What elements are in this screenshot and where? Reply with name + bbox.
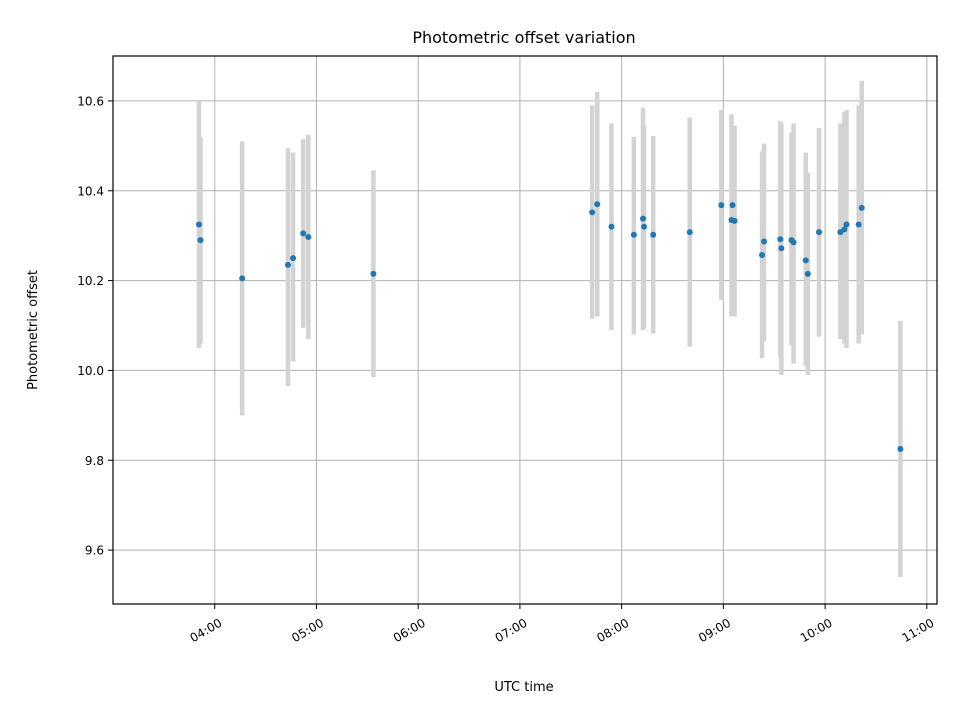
data-point bbox=[761, 238, 768, 245]
y-tick-label: 9.6 bbox=[85, 544, 104, 558]
y-axis: 9.6 9.8 10.0 10.2 10.4 10.6 bbox=[77, 94, 113, 558]
data-point bbox=[290, 255, 297, 262]
y-tick-label: 10.4 bbox=[77, 184, 104, 198]
data-point bbox=[718, 202, 725, 209]
data-point bbox=[759, 251, 766, 258]
data-point bbox=[841, 226, 848, 233]
data-point bbox=[305, 234, 312, 241]
y-axis-label: Photometric offset bbox=[26, 270, 41, 390]
data-points bbox=[195, 201, 904, 453]
data-point bbox=[589, 209, 596, 216]
y-tick-label: 10.2 bbox=[77, 274, 104, 288]
data-point bbox=[630, 231, 637, 238]
y-tick-label: 10.6 bbox=[77, 94, 104, 108]
data-point bbox=[594, 201, 601, 208]
data-point bbox=[370, 270, 377, 277]
data-point bbox=[195, 221, 202, 228]
data-point bbox=[777, 236, 784, 243]
data-point bbox=[197, 237, 204, 244]
data-point bbox=[729, 202, 736, 209]
data-point bbox=[640, 215, 647, 222]
data-point bbox=[802, 257, 809, 264]
axes-frame bbox=[112, 55, 938, 605]
data-point bbox=[686, 229, 693, 236]
data-point bbox=[804, 270, 811, 277]
data-point bbox=[641, 223, 648, 230]
grid bbox=[113, 56, 937, 604]
data-point bbox=[778, 245, 785, 252]
y-tick-label: 10.0 bbox=[77, 364, 104, 378]
plot-area bbox=[113, 56, 937, 604]
x-axis-label: UTC time bbox=[494, 680, 553, 695]
y-tick-label: 9.8 bbox=[85, 454, 104, 468]
data-point bbox=[843, 221, 850, 228]
data-point bbox=[650, 231, 657, 238]
data-point bbox=[284, 261, 291, 268]
data-point bbox=[897, 446, 904, 453]
data-point bbox=[815, 229, 822, 236]
chart-title: Photometric offset variation bbox=[412, 28, 635, 47]
data-point bbox=[855, 221, 862, 228]
data-point bbox=[300, 230, 307, 237]
data-point bbox=[731, 217, 738, 224]
data-point bbox=[790, 239, 797, 246]
data-point bbox=[858, 204, 865, 211]
data-point bbox=[608, 223, 615, 230]
data-point bbox=[239, 275, 246, 282]
